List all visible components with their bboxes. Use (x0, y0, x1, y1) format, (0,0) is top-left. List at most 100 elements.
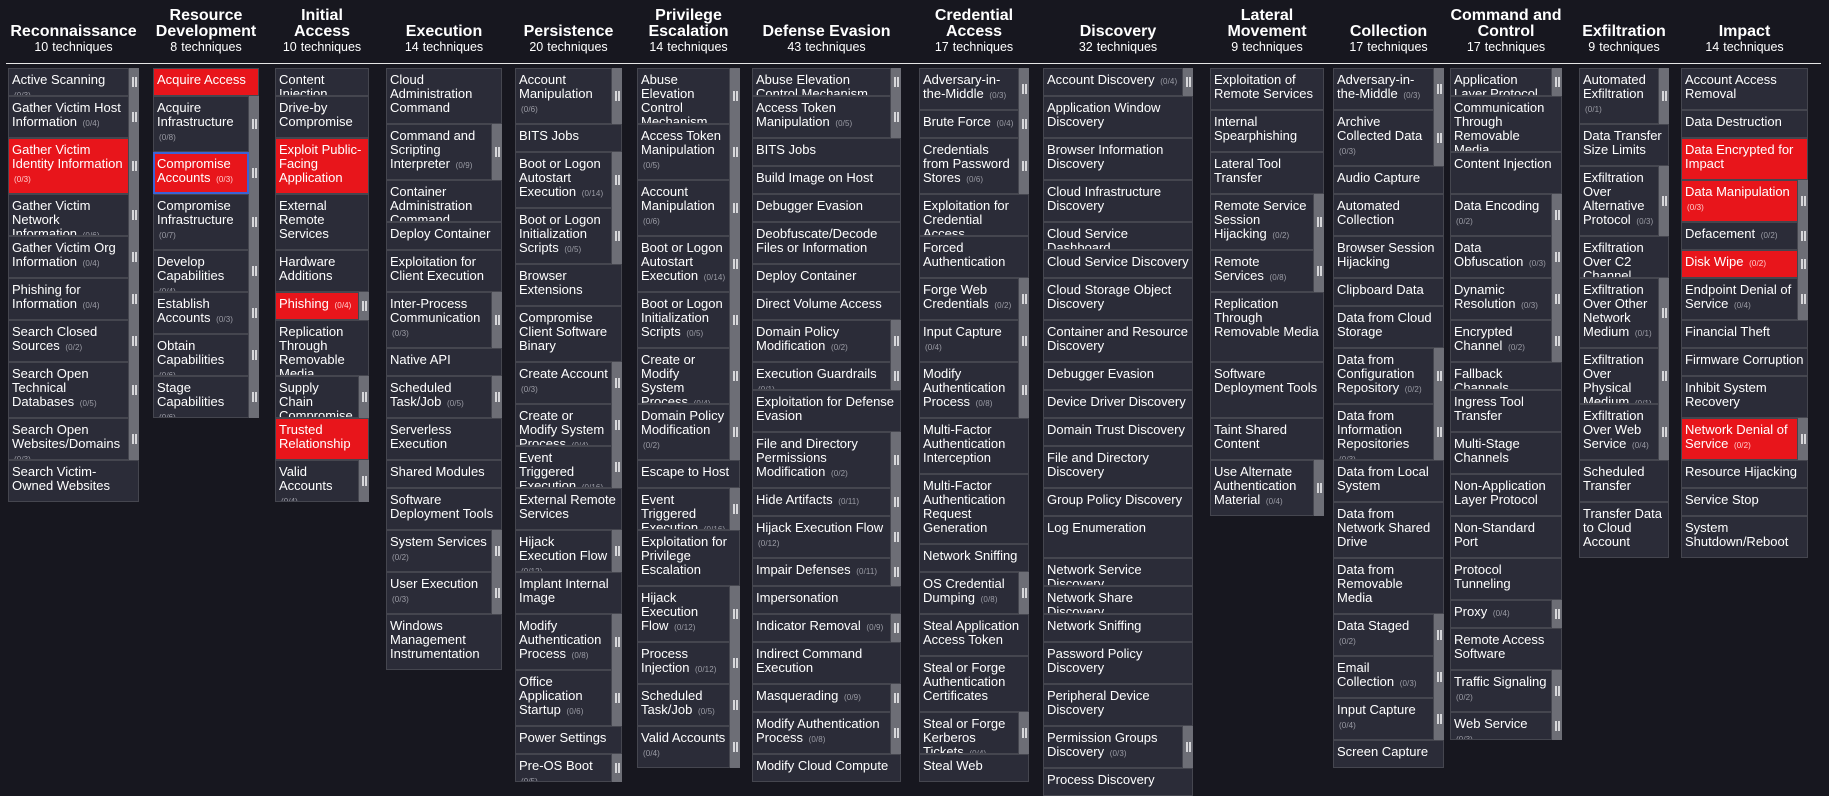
technique-cell-exfiltration-over-other-network-medium[interactable]: Exfiltration Over Other Network Medium (… (1579, 278, 1659, 348)
expand-subtechniques-handle[interactable] (891, 96, 901, 138)
technique-cell-data-from-local-system[interactable]: Data from Local System (1333, 460, 1444, 502)
technique-cell-valid-accounts[interactable]: Valid Accounts (0/4) (637, 726, 730, 768)
expand-subtechniques-handle[interactable] (1798, 250, 1808, 278)
technique-cell-compromise-accounts[interactable]: Compromise Accounts (0/3) (153, 152, 249, 194)
technique-cell-network-sniffing[interactable]: Network Sniffing (1043, 614, 1193, 642)
expand-subtechniques-handle[interactable] (492, 292, 502, 348)
expand-subtechniques-handle[interactable] (1552, 600, 1562, 628)
technique-cell-audio-capture[interactable]: Audio Capture (1333, 166, 1444, 194)
technique-cell-stage-capabilities[interactable]: Stage Capabilities (0/6) (153, 376, 249, 418)
expand-subtechniques-handle[interactable] (129, 68, 139, 96)
technique-cell-content-injection[interactable]: Content Injection (275, 68, 369, 96)
technique-cell-data-transfer-size-limits[interactable]: Data Transfer Size Limits (1579, 124, 1669, 166)
expand-subtechniques-handle[interactable] (730, 404, 740, 460)
expand-subtechniques-handle[interactable] (1019, 110, 1029, 138)
tactic-header[interactable]: Privilege Escalation 14 techniques (637, 8, 740, 55)
expand-subtechniques-handle[interactable] (891, 558, 901, 586)
tactic-header[interactable]: Impact 14 techniques (1681, 8, 1808, 55)
expand-subtechniques-handle[interactable] (891, 516, 901, 558)
expand-subtechniques-handle[interactable] (129, 320, 139, 362)
technique-cell-steal-web[interactable]: Steal Web (919, 754, 1029, 782)
technique-cell-bits-jobs[interactable]: BITS Jobs (752, 138, 901, 166)
expand-subtechniques-handle[interactable] (129, 236, 139, 278)
technique-cell-office-application-startup[interactable]: Office Application Startup (0/6) (515, 670, 612, 726)
technique-cell-deobfuscate-decode-files-or-information[interactable]: Deobfuscate/Decode Files or Information (752, 222, 901, 264)
technique-cell-steal-application-access-token[interactable]: Steal Application Access Token (919, 614, 1029, 656)
technique-cell-develop-capabilities[interactable]: Develop Capabilities (0/4) (153, 250, 249, 292)
technique-cell-debugger-evasion[interactable]: Debugger Evasion (1043, 362, 1193, 390)
expand-subtechniques-handle[interactable] (129, 278, 139, 320)
technique-cell-pre-os-boot[interactable]: Pre-OS Boot (0/5) (515, 754, 612, 782)
technique-cell-data-encoding[interactable]: Data Encoding (0/2) (1450, 194, 1552, 236)
technique-cell-boot-or-logon-autostart-execution[interactable]: Boot or Logon Autostart Execution (0/14) (637, 236, 730, 292)
expand-subtechniques-handle[interactable] (1434, 348, 1444, 404)
expand-subtechniques-handle[interactable] (730, 124, 740, 180)
technique-cell-serverless-execution[interactable]: Serverless Execution (386, 418, 502, 460)
tactic-header[interactable]: Defense Evasion 43 techniques (752, 8, 901, 55)
technique-cell-boot-or-logon-autostart-execution[interactable]: Boot or Logon Autostart Execution (0/14) (515, 152, 612, 208)
expand-subtechniques-handle[interactable] (612, 530, 622, 572)
expand-subtechniques-handle[interactable] (891, 614, 901, 642)
expand-subtechniques-handle[interactable] (891, 712, 901, 754)
technique-cell-firmware-corruption[interactable]: Firmware Corruption (1681, 348, 1808, 376)
technique-cell-drive-by-compromise[interactable]: Drive-by Compromise (275, 96, 369, 138)
expand-subtechniques-handle[interactable] (1659, 404, 1669, 460)
technique-cell-replication-through-removable-media[interactable]: Replication Through Removable Media (1210, 292, 1324, 362)
expand-subtechniques-handle[interactable] (891, 488, 901, 516)
tactic-header[interactable]: Collection 17 techniques (1333, 8, 1444, 55)
technique-cell-fallback-channels[interactable]: Fallback Channels (1450, 362, 1562, 390)
expand-subtechniques-handle[interactable] (730, 68, 740, 124)
expand-subtechniques-handle[interactable] (1314, 460, 1324, 516)
technique-cell-proxy[interactable]: Proxy (0/4) (1450, 600, 1552, 628)
technique-cell-exploitation-for-credential-access[interactable]: Exploitation for Credential Access (919, 194, 1029, 236)
technique-cell-phishing[interactable]: Phishing (0/4) (275, 292, 359, 320)
expand-subtechniques-handle[interactable] (1434, 614, 1444, 656)
technique-cell-gather-victim-network-information[interactable]: Gather Victim Network Information (0/6) (8, 194, 129, 236)
technique-cell-remote-service-session-hijacking[interactable]: Remote Service Session Hijacking (0/2) (1210, 194, 1314, 250)
technique-cell-compromise-infrastructure[interactable]: Compromise Infrastructure (0/7) (153, 194, 249, 250)
expand-subtechniques-handle[interactable] (1019, 138, 1029, 194)
technique-cell-device-driver-discovery[interactable]: Device Driver Discovery (1043, 390, 1193, 418)
technique-cell-log-enumeration[interactable]: Log Enumeration (1043, 516, 1193, 558)
technique-cell-create-or-modify-system-process[interactable]: Create or Modify System Process (0/4) (515, 404, 612, 446)
technique-cell-event-triggered-execution[interactable]: Event Triggered Execution (0/16) (515, 446, 612, 488)
technique-cell-inhibit-system-recovery[interactable]: Inhibit System Recovery (1681, 376, 1808, 418)
technique-cell-trusted-relationship[interactable]: Trusted Relationship (275, 418, 369, 460)
technique-cell-exploitation-of-remote-services[interactable]: Exploitation of Remote Services (1210, 68, 1324, 110)
technique-cell-abuse-elevation-control-mechanism[interactable]: Abuse Elevation Control Mechanism (0/5) (752, 68, 891, 96)
expand-subtechniques-handle[interactable] (891, 432, 901, 488)
expand-subtechniques-handle[interactable] (1019, 278, 1029, 320)
technique-cell-forge-web-credentials[interactable]: Forge Web Credentials (0/2) (919, 278, 1019, 320)
technique-cell-process-discovery[interactable]: Process Discovery (1043, 768, 1193, 796)
technique-cell-search-open-technical-databases[interactable]: Search Open Technical Databases (0/5) (8, 362, 129, 418)
expand-subtechniques-handle[interactable] (730, 236, 740, 292)
technique-cell-account-manipulation[interactable]: Account Manipulation (0/6) (515, 68, 612, 124)
technique-cell-bits-jobs[interactable]: BITS Jobs (515, 124, 622, 152)
expand-subtechniques-handle[interactable] (249, 292, 259, 334)
technique-cell-acquire-access[interactable]: Acquire Access (153, 68, 259, 96)
expand-subtechniques-handle[interactable] (1798, 418, 1808, 460)
technique-cell-forced-authentication[interactable]: Forced Authentication (919, 236, 1029, 278)
technique-cell-exploit-public-facing-application[interactable]: Exploit Public-Facing Application (275, 138, 369, 194)
technique-cell-modify-cloud-compute[interactable]: Modify Cloud Compute (752, 754, 901, 782)
expand-subtechniques-handle[interactable] (1798, 222, 1808, 250)
technique-cell-file-and-directory-permissions-modification[interactable]: File and Directory Permissions Modificat… (752, 432, 891, 488)
technique-cell-remote-access-software[interactable]: Remote Access Software (1450, 628, 1562, 670)
technique-cell-exploitation-for-defense-evasion[interactable]: Exploitation for Defense Evasion (752, 390, 901, 432)
expand-subtechniques-handle[interactable] (612, 362, 622, 404)
expand-subtechniques-handle[interactable] (612, 404, 622, 446)
technique-cell-exploitation-for-privilege-escalation[interactable]: Exploitation for Privilege Escalation (637, 530, 740, 586)
technique-cell-protocol-tunneling[interactable]: Protocol Tunneling (1450, 558, 1562, 600)
technique-cell-direct-volume-access[interactable]: Direct Volume Access (752, 292, 901, 320)
expand-subtechniques-handle[interactable] (1019, 712, 1029, 754)
technique-cell-hardware-additions[interactable]: Hardware Additions (275, 250, 369, 292)
technique-cell-data-from-cloud-storage[interactable]: Data from Cloud Storage (1333, 306, 1444, 348)
tactic-header[interactable]: Persistence 20 techniques (515, 8, 622, 55)
tactic-header[interactable]: Command and Control 17 techniques (1450, 8, 1562, 55)
technique-cell-cloud-administration-command[interactable]: Cloud Administration Command (386, 68, 502, 124)
expand-subtechniques-handle[interactable] (891, 68, 901, 96)
technique-cell-scheduled-transfer[interactable]: Scheduled Transfer (1579, 460, 1669, 502)
technique-cell-browser-extensions[interactable]: Browser Extensions (515, 264, 622, 306)
expand-subtechniques-handle[interactable] (1019, 572, 1029, 614)
technique-cell-debugger-evasion[interactable]: Debugger Evasion (752, 194, 901, 222)
